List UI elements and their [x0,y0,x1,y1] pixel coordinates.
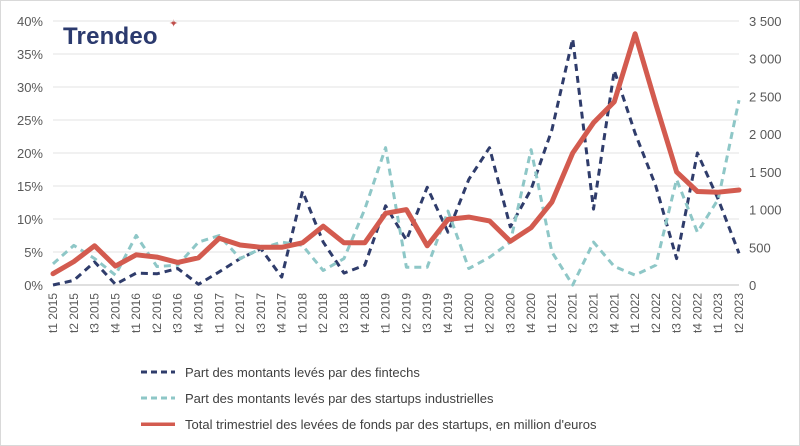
y-left-tick-label: 30% [17,80,43,95]
legend-label-fintechs: Part des montants levés par des fintechs [185,364,420,380]
y-left-tick-label: 10% [17,212,43,227]
series-line-2 [50,31,742,277]
y-right-tick-label: 2 500 [749,89,782,104]
y-left-tick-label: 25% [17,113,43,128]
legend: Part des montants levés par des fintechs… [141,359,596,437]
x-tick-label: t3 2020 [503,293,517,333]
y-left-tick-label: 15% [17,179,43,194]
legend-key-fintechs [141,370,175,374]
x-tick-label: t3 2017 [254,293,268,333]
x-tick-label: t1 2020 [462,293,476,333]
x-tick-label: t3 2018 [337,293,351,333]
x-tick-label: t1 2023 [711,293,725,333]
gridlines [53,20,739,286]
x-tick-label: t1 2015 [46,293,60,333]
y-left-tick-label: 35% [17,47,43,62]
legend-item-industrielles: Part des montants levés par des startups… [141,385,596,411]
brand-logo: Trendeo ✦ [63,18,178,51]
x-tick-label: t4 2018 [358,293,372,333]
y-right-tick-label: 3 500 [749,14,782,29]
x-tick-label: t2 2017 [233,293,247,333]
y-right-tick-label: 2 000 [749,127,782,142]
y-right-tick-label: 500 [749,240,771,255]
brand-name: Trendeo [63,23,158,50]
y-right-tick-label: 1 500 [749,165,782,180]
x-tick-label: t1 2016 [129,293,143,333]
x-tick-label: t2 2019 [399,293,413,333]
x-tick-label: t2 2016 [150,293,164,333]
x-tick-label: t2 2018 [316,293,330,333]
x-tick-label: t2 2021 [566,293,580,333]
x-tick-label: t1 2019 [379,293,393,333]
y-axis-right: 0 500 1 000 1 500 2 000 2 500 3 000 3 500 [749,14,782,293]
x-axis: t1 2015 t2 2015 t3 2015 t4 2015 t1 2016 t2 20… [46,284,746,333]
y-left-tick-label: 20% [17,146,43,161]
x-tick-label: t1 2018 [295,293,309,333]
series-lines [50,31,742,287]
x-tick-label: t4 2022 [690,293,704,333]
x-tick-label: t1 2022 [628,293,642,333]
legend-label-industrielles: Part des montants levés par des startups… [185,390,494,406]
y-right-tick-label: 3 000 [749,52,782,67]
x-tick-label: t3 2019 [420,293,434,333]
y-left-tick-label: 5% [24,245,43,260]
y-left-tick-label: 40% [17,14,43,29]
y-axis-left: 0% 5% 10% 15% 20% 25% 30% 35% 40% [17,14,43,293]
x-tick-label: t4 2017 [275,293,289,333]
brand-star-icon: ✦ [169,18,179,30]
x-tick-label: t4 2015 [108,293,122,333]
x-tick-label: t2 2023 [732,293,746,333]
x-tick-label: t3 2015 [88,293,102,333]
y-right-tick-label: 1 000 [749,203,782,218]
x-tick-label: t2 2022 [649,293,663,333]
series-line-0 [52,37,741,287]
series-line-1 [52,99,741,287]
legend-key-total [141,422,175,426]
x-tick-label: t4 2019 [441,293,455,333]
x-tick-label: t4 2020 [524,293,538,333]
x-tick-label: t1 2021 [545,293,559,333]
x-tick-label: t1 2017 [212,293,226,333]
legend-key-industrielles [141,396,175,400]
x-tick-label: t3 2022 [670,293,684,333]
legend-item-total: Total trimestriel des levées de fonds pa… [141,411,596,437]
line-chart: 0% 5% 10% 15% 20% 25% 30% 35% 40% 0 500 1 000 1 500… [17,14,782,333]
x-tick-label: t3 2016 [171,293,185,333]
x-tick-label: t4 2016 [192,293,206,333]
x-tick-label: t4 2021 [607,293,621,333]
legend-item-fintechs: Part des montants levés par des fintechs [141,359,596,385]
x-tick-label: t2 2015 [67,293,81,333]
y-left-tick-label: 0% [24,278,43,293]
x-tick-label: t2 2020 [483,293,497,333]
x-tick-label: t3 2021 [586,293,600,333]
legend-label-total: Total trimestriel des levées de fonds pa… [185,416,597,432]
y-right-tick-label: 0 [749,278,756,293]
